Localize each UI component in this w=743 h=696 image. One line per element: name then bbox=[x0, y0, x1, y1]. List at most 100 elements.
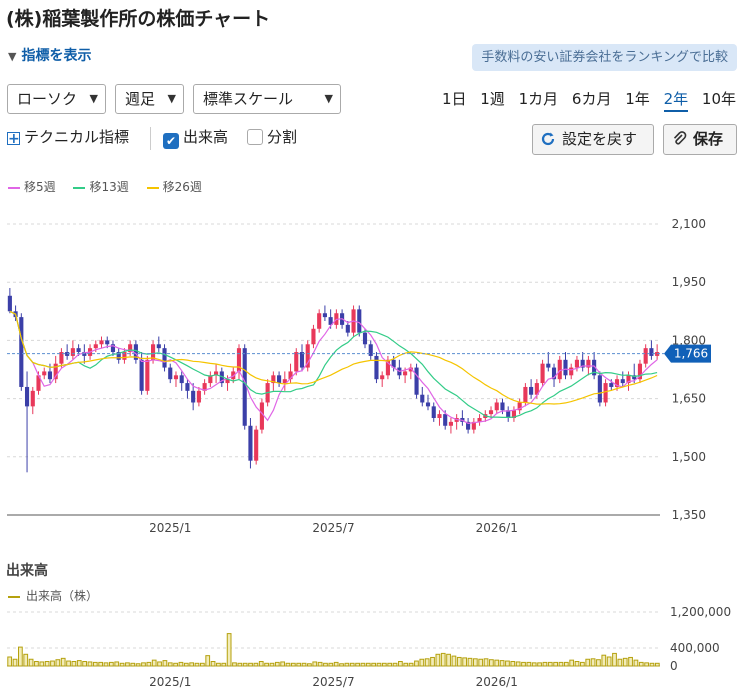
period-tab[interactable]: 1年 bbox=[625, 90, 650, 108]
volume-chart[interactable]: 1,200,000 400,000 0 2025/1 2025/7 2026/1 bbox=[0, 600, 743, 696]
candle-body bbox=[93, 344, 98, 349]
volume-bar bbox=[178, 661, 184, 667]
volume-bar bbox=[167, 662, 173, 667]
current-price-tag bbox=[664, 344, 711, 363]
caret-down-icon: ▼ bbox=[8, 50, 17, 63]
candle-body bbox=[225, 379, 230, 384]
period-select[interactable]: 週足 ▼ bbox=[115, 84, 184, 114]
period-tab[interactable]: 10年 bbox=[701, 90, 736, 108]
period-tab[interactable]: 6カ月 bbox=[571, 90, 612, 108]
period-tab[interactable]: 1日 bbox=[441, 90, 467, 108]
volume-bar bbox=[649, 662, 655, 667]
legend-ma26: 移26週 bbox=[146, 180, 202, 194]
ma-legend: 移5週 移13週 移26週 bbox=[8, 178, 216, 195]
volume-bar bbox=[103, 662, 109, 667]
volume-bar bbox=[323, 662, 328, 667]
divider bbox=[150, 127, 151, 150]
volume-bar bbox=[34, 661, 39, 667]
scale-select[interactable]: 標準スケール ▼ bbox=[193, 84, 341, 114]
volume-bar bbox=[435, 653, 441, 667]
reset-settings-button[interactable]: 設定を戻す bbox=[532, 124, 654, 155]
show-indicators-toggle[interactable]: ▼ 指標を表示 bbox=[8, 45, 91, 65]
volume-checkbox[interactable]: ✔ 出来高 bbox=[163, 126, 228, 149]
candle-body bbox=[105, 340, 110, 345]
volume-bar bbox=[173, 662, 178, 667]
period-tab[interactable]: 1カ月 bbox=[518, 90, 559, 108]
volume-bar bbox=[82, 661, 87, 667]
volume-bar bbox=[553, 661, 559, 667]
volume-bar bbox=[290, 662, 296, 667]
volume-bar bbox=[301, 662, 307, 667]
volume-bar bbox=[317, 661, 323, 667]
candle-body bbox=[156, 344, 161, 349]
volume-legend: 出来高（株） bbox=[8, 587, 98, 604]
volume-bar bbox=[274, 661, 280, 667]
broker-ranking-link[interactable]: 手数料の安い証券会社をランキングで比較 bbox=[472, 44, 737, 71]
candle-body bbox=[414, 367, 419, 395]
candle-body bbox=[322, 313, 327, 318]
candle-body bbox=[42, 371, 47, 376]
volume-bar bbox=[216, 662, 221, 667]
paperclip-icon bbox=[673, 131, 687, 145]
volume-bar bbox=[146, 661, 152, 667]
volume-bar bbox=[205, 655, 211, 667]
volume-bar bbox=[307, 663, 312, 667]
volume-bar bbox=[130, 662, 136, 667]
volume-bar bbox=[87, 661, 93, 667]
volume-bar bbox=[189, 662, 195, 667]
period-tab[interactable]: 1週 bbox=[480, 90, 505, 108]
chevron-down-icon: ▼ bbox=[324, 92, 333, 105]
volume-bar bbox=[580, 661, 585, 667]
period-tab-active[interactable]: 2年 bbox=[663, 90, 689, 112]
x-tick-label: 2025/7 bbox=[312, 521, 354, 535]
technical-indicators-button[interactable]: + テクニカル指標 bbox=[7, 126, 129, 147]
volume-bar bbox=[365, 662, 371, 667]
volume-bar bbox=[590, 658, 596, 667]
volume-bar bbox=[596, 659, 601, 667]
candle-body bbox=[151, 344, 156, 360]
volume-bar bbox=[119, 662, 125, 667]
volume-bar bbox=[50, 660, 55, 667]
candle-body bbox=[162, 348, 167, 368]
candle-body bbox=[586, 359, 591, 368]
volume-bar bbox=[499, 660, 505, 667]
volume-bar bbox=[617, 658, 623, 667]
volume-bar bbox=[44, 661, 50, 667]
volume-bar bbox=[601, 654, 607, 667]
current-price-label: 1,766 bbox=[674, 347, 708, 361]
candle-body bbox=[592, 359, 597, 376]
page-title: (株)稲葉製作所の株価チャート bbox=[6, 8, 271, 30]
volume-bar bbox=[633, 659, 639, 667]
volume-bar bbox=[280, 661, 286, 667]
candle-body bbox=[219, 371, 224, 384]
technical-label: テクニカル指標 bbox=[24, 128, 130, 146]
volume-bar bbox=[505, 660, 510, 667]
candle-body bbox=[208, 375, 213, 384]
volume-bar bbox=[510, 661, 516, 667]
candle-body bbox=[345, 324, 350, 333]
candle-body bbox=[311, 328, 316, 345]
volume-bar bbox=[339, 663, 344, 667]
volume-bar bbox=[264, 662, 269, 667]
volume-bar bbox=[456, 656, 462, 667]
volume-bar bbox=[446, 653, 451, 667]
y-tick-label: 400,000 bbox=[670, 641, 720, 655]
volume-bar bbox=[408, 662, 414, 667]
volume-bar bbox=[419, 658, 425, 667]
y-tick-label: 0 bbox=[670, 659, 678, 673]
volume-bar bbox=[232, 662, 237, 667]
save-button[interactable]: 保存 bbox=[663, 124, 737, 155]
volume-bar bbox=[569, 659, 575, 667]
candle-body bbox=[529, 386, 534, 395]
candle-body bbox=[368, 344, 373, 356]
candle-body bbox=[116, 352, 121, 360]
chevron-down-icon: ▼ bbox=[89, 92, 98, 105]
chevron-down-icon: ▼ bbox=[167, 92, 176, 105]
volume-bar bbox=[333, 661, 339, 667]
price-chart[interactable]: 2,100 1,950 1,800 1,650 1,500 1,350 2025/1 2025… bbox=[0, 200, 743, 540]
volume-bar bbox=[537, 662, 542, 667]
chart-type-select[interactable]: ローソク ▼ bbox=[7, 84, 106, 114]
volume-bar bbox=[563, 661, 569, 667]
split-checkbox[interactable]: 分割 bbox=[247, 126, 297, 147]
volume-bar bbox=[521, 661, 526, 667]
